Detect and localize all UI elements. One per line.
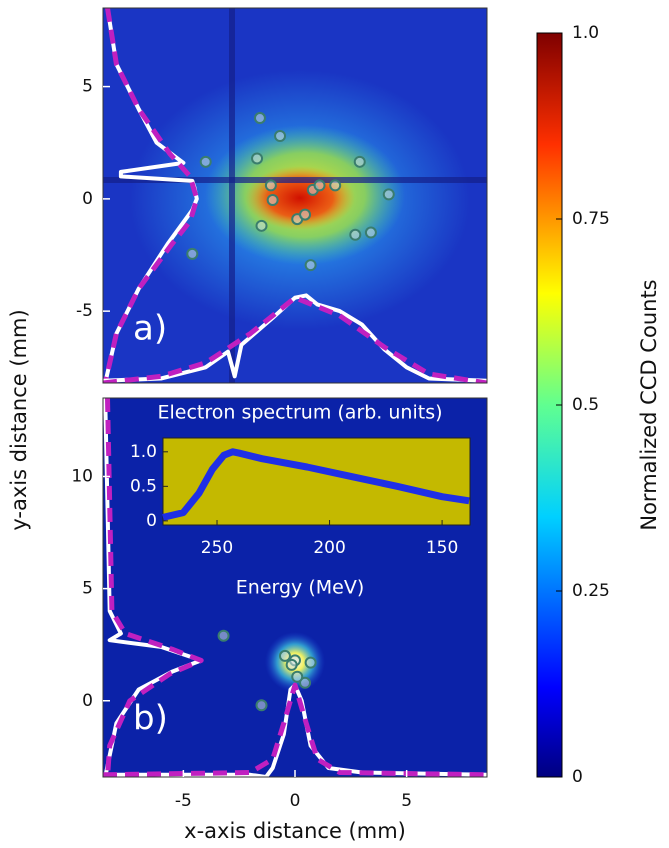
data-point — [251, 152, 264, 165]
data-point — [329, 179, 342, 192]
y-tick-label: 1.0 — [130, 442, 157, 462]
data-point — [266, 193, 279, 206]
image-crosshair — [229, 8, 235, 383]
data-point — [364, 226, 377, 239]
inset-background — [162, 437, 471, 526]
colorbar: 0 0.25 0.5 0.75 1.0 Normalized CCD Counts — [536, 23, 661, 787]
y-tick-label: 10 — [71, 466, 93, 486]
profile-line — [103, 8, 200, 383]
panel-a — [103, 8, 487, 383]
data-point — [278, 649, 291, 662]
data-point — [299, 676, 312, 689]
data-point — [199, 155, 212, 168]
y-axis-title: y-axis distance (mm) — [7, 309, 31, 530]
colorbar-tick-label: 0 — [572, 767, 583, 787]
data-point — [274, 129, 287, 142]
data-point — [285, 658, 298, 671]
data-point — [299, 208, 312, 221]
profile-line — [103, 293, 487, 383]
profile-line — [103, 295, 487, 383]
data-point — [264, 179, 277, 192]
data-point — [382, 188, 395, 201]
panel-label: b) — [133, 699, 168, 739]
inset-title: Electron spectrum (arb. units) — [157, 402, 442, 424]
colorbar-tick-label: 0.5 — [572, 395, 599, 415]
y-tick-label: 0 — [146, 511, 157, 531]
x-tick-label: 250 — [201, 538, 233, 558]
data-point — [313, 179, 326, 192]
data-point — [255, 219, 268, 232]
data-point — [349, 228, 362, 241]
colorbar-tick-label: 1.0 — [572, 23, 599, 43]
inset-x-title: Energy (MeV) — [236, 577, 364, 599]
x-tick-label: 5 — [401, 791, 412, 811]
profile-line — [103, 682, 487, 777]
data-point — [186, 247, 199, 260]
y-tick-label: 5 — [82, 579, 93, 599]
data-point — [304, 656, 317, 669]
data-point — [291, 670, 304, 683]
data-point — [353, 155, 366, 168]
y-tick-label: 0 — [82, 691, 93, 711]
colorbar-title: Normalized CCD Counts — [637, 279, 661, 530]
profile-line — [105, 398, 204, 777]
y-tick-label: 5 — [82, 77, 93, 97]
x-tick-label: 200 — [313, 538, 345, 558]
x-tick-label: 150 — [426, 538, 458, 558]
panel-frame — [102, 7, 488, 384]
y-tick-label: -5 — [76, 301, 93, 321]
x-tick-label: -5 — [175, 791, 192, 811]
spectrum-line — [162, 448, 470, 521]
panel-label: a) — [133, 309, 167, 349]
colorbar-tick-label: 0.75 — [572, 209, 610, 229]
data-point — [255, 699, 268, 712]
data-point — [253, 112, 266, 125]
image-crosshair — [103, 177, 487, 183]
x-tick-label: 0 — [290, 791, 301, 811]
colorbar-tick-label: 0.25 — [572, 581, 610, 601]
x-axis-title: x-axis distance (mm) — [184, 819, 406, 843]
y-tick-label: 0.5 — [130, 476, 157, 496]
data-point — [217, 629, 230, 642]
data-point — [304, 259, 317, 272]
y-tick-label: 0 — [82, 189, 93, 209]
